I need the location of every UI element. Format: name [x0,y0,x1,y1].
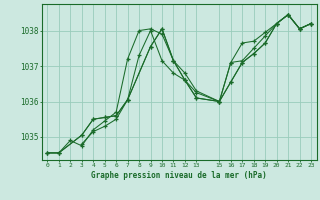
X-axis label: Graphe pression niveau de la mer (hPa): Graphe pression niveau de la mer (hPa) [91,171,267,180]
